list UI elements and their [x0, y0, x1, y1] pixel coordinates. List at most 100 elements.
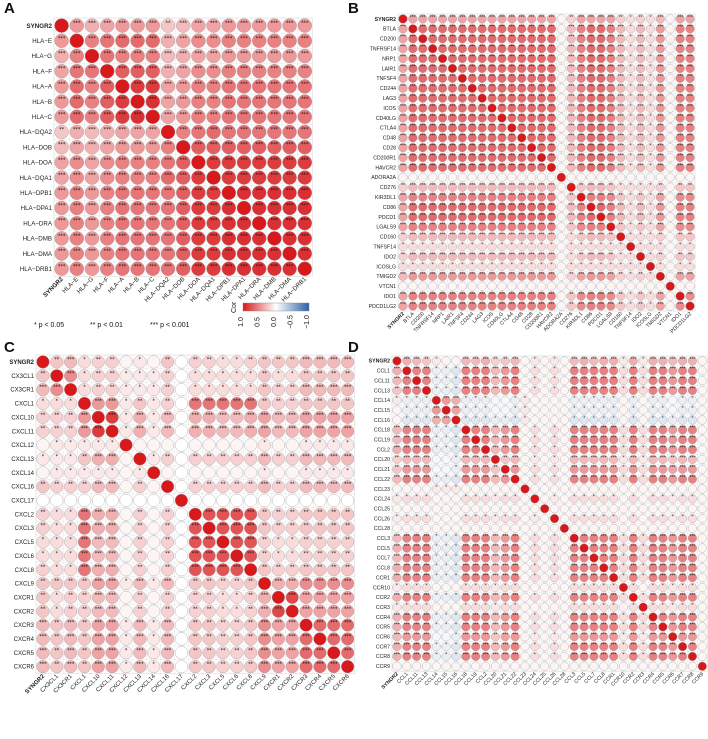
corr-circle — [462, 485, 471, 494]
corr-circle — [639, 396, 648, 405]
corr-circle — [217, 439, 230, 452]
corr-circle — [428, 282, 437, 291]
significance-stars: *** — [479, 74, 485, 79]
significance-stars: *** — [119, 142, 127, 148]
significance-stars: *** — [588, 14, 594, 19]
significance-stars: *** — [286, 112, 294, 118]
significance-stars: *** — [657, 143, 663, 148]
corr-circle — [666, 252, 675, 261]
significance-stars: ** — [68, 482, 73, 488]
row-label: HLA−B — [32, 99, 52, 106]
significance-stars: *** — [109, 412, 117, 418]
significance-stars: *** — [608, 74, 614, 79]
significance-stars: *** — [247, 537, 255, 543]
significance-stars: *** — [210, 97, 218, 103]
corr-circle — [666, 64, 675, 73]
corr-circle — [570, 534, 579, 543]
significance-stars: *** — [210, 51, 218, 57]
significance-stars: * — [691, 415, 693, 420]
significance-stars: *** — [73, 97, 81, 103]
significance-stars: *** — [394, 563, 400, 568]
corr-circle — [422, 386, 431, 395]
significance-stars: *** — [598, 143, 604, 148]
significance-stars: *** — [677, 222, 683, 227]
corr-circle — [488, 282, 497, 291]
significance-stars: *** — [598, 93, 604, 98]
row-label: CCR3 — [376, 605, 390, 611]
significance-stars: *** — [261, 662, 269, 668]
significance-stars: * — [632, 396, 634, 401]
corr-circle — [521, 495, 530, 504]
significance-stars: *** — [689, 366, 695, 371]
significance-stars: ** — [688, 232, 692, 237]
significance-stars: * — [593, 415, 595, 420]
significance-stars: *** — [660, 435, 666, 440]
significance-stars: *** — [420, 24, 426, 29]
significance-stars: * — [682, 514, 684, 519]
significance-stars: ** — [639, 301, 643, 306]
significance-stars: *** — [660, 593, 666, 598]
significance-stars: *** — [483, 386, 489, 391]
row-label: CCR8 — [376, 654, 390, 660]
significance-stars: *** — [660, 543, 666, 548]
corr-circle — [327, 646, 340, 659]
significance-stars: *** — [192, 412, 200, 418]
significance-stars: * — [534, 356, 536, 361]
significance-stars: *** — [103, 188, 111, 194]
significance-stars: * — [455, 543, 457, 548]
significance-stars: * — [649, 123, 651, 128]
significance-stars: *** — [206, 426, 214, 432]
significance-stars: *** — [489, 123, 495, 128]
corr-circle — [540, 366, 549, 375]
significance-stars: *** — [519, 14, 525, 19]
significance-stars: *** — [302, 385, 310, 391]
significance-stars: * — [511, 242, 513, 247]
corr-circle — [521, 563, 530, 572]
corr-circle — [521, 445, 530, 454]
significance-stars: ** — [207, 579, 212, 585]
significance-stars: *** — [119, 36, 127, 42]
significance-stars: *** — [394, 425, 400, 430]
significance-stars: *** — [103, 264, 111, 270]
significance-stars: *** — [499, 84, 505, 89]
significance-stars: * — [425, 415, 427, 420]
significance-stars: *** — [519, 153, 525, 158]
significance-stars: *** — [598, 123, 604, 128]
corr-circle — [587, 203, 596, 212]
significance-stars: * — [485, 406, 487, 411]
corr-circle — [629, 524, 638, 533]
row-label: CXCR6 — [14, 665, 35, 671]
significance-stars: *** — [601, 435, 607, 440]
significance-stars: *** — [88, 97, 96, 103]
significance-stars: *** — [134, 81, 142, 87]
significance-stars: ** — [248, 482, 253, 488]
significance-stars: *** — [149, 173, 157, 179]
significance-stars: * — [622, 563, 624, 568]
significance-stars: *** — [578, 123, 584, 128]
corr-circle — [560, 485, 569, 494]
significance-stars: *** — [95, 579, 103, 585]
significance-stars: ** — [619, 272, 623, 277]
significance-stars: * — [652, 406, 654, 411]
corr-circle — [659, 524, 668, 533]
corr-circle — [120, 563, 133, 576]
significance-stars: * — [652, 514, 654, 519]
corr-circle — [442, 504, 451, 513]
significance-stars: *** — [95, 523, 103, 529]
significance-stars: *** — [680, 563, 686, 568]
corr-circle — [521, 455, 530, 464]
significance-stars: *** — [469, 212, 475, 217]
significance-stars: * — [570, 232, 572, 237]
significance-stars: *** — [463, 553, 469, 558]
significance-stars: *** — [58, 51, 66, 57]
significance-stars: *** — [449, 24, 455, 29]
significance-stars: *** — [492, 534, 498, 539]
significance-stars: *** — [58, 81, 66, 87]
significance-stars: *** — [233, 509, 241, 515]
corr-circle — [560, 465, 569, 474]
significance-stars: *** — [449, 212, 455, 217]
significance-stars: *** — [499, 74, 505, 79]
significance-stars: *** — [301, 81, 309, 87]
corr-circle — [590, 485, 599, 494]
significance-stars: *** — [459, 34, 465, 39]
